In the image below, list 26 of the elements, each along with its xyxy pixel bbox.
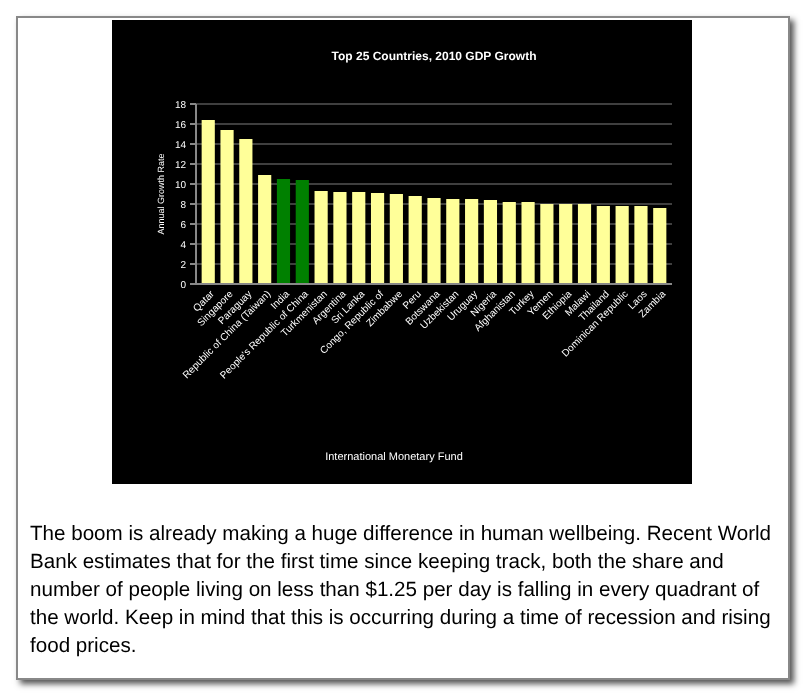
bar — [596, 206, 610, 284]
bar — [370, 193, 385, 284]
bar — [239, 139, 253, 284]
bar — [408, 196, 422, 284]
bar — [389, 194, 403, 284]
bar — [427, 198, 441, 284]
bar — [502, 202, 516, 284]
bar — [258, 175, 272, 284]
bar — [559, 204, 573, 284]
bar — [446, 199, 460, 284]
bar — [483, 200, 498, 284]
bar — [295, 180, 309, 284]
bar — [577, 204, 592, 284]
bar — [465, 199, 479, 284]
bar — [276, 179, 291, 284]
bar — [201, 120, 215, 284]
bar — [634, 206, 648, 284]
bar — [314, 191, 328, 284]
bar — [521, 202, 535, 284]
bar — [220, 130, 234, 284]
bar — [653, 208, 667, 284]
bar — [352, 192, 366, 284]
bar — [615, 206, 629, 284]
bar — [333, 192, 347, 284]
bar — [540, 204, 554, 284]
text: The boom is already making a huge difference in human wellbeing. Recent World Bank estimates that for the first time since keeping track, both the share and number of people living on less than $1.25 per day is falling in every quadrant of the world. Keep in mind that this is occurring during a time of recession and rising food prices. — [30, 522, 774, 662]
